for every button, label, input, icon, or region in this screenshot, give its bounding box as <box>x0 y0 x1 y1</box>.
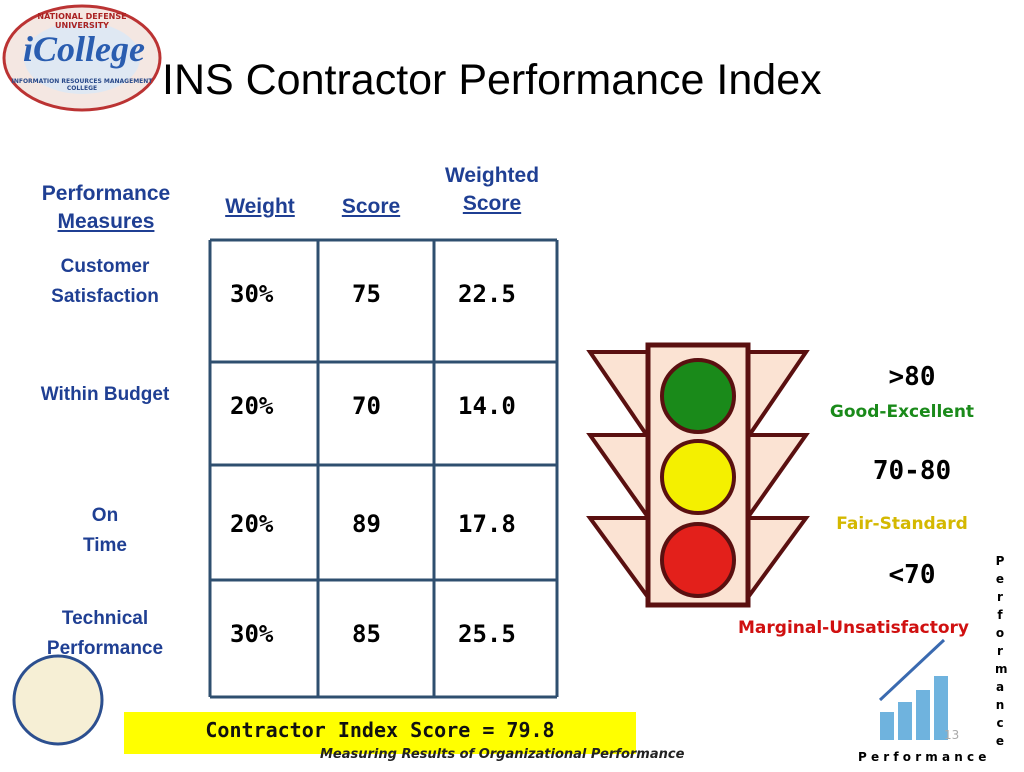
page-number: 13 <box>944 728 960 742</box>
header: Score <box>341 195 401 218</box>
legend-label: Fair-Standard <box>836 514 968 534</box>
yellow-light <box>660 439 736 515</box>
weight: 30% <box>230 620 274 648</box>
measure-line: Satisfaction <box>51 286 159 307</box>
weighted-score: 17.8 <box>458 510 516 538</box>
weight: 30% <box>230 280 274 308</box>
measure-line: On <box>91 505 119 526</box>
measure: On Time <box>10 501 200 561</box>
chart-icon-arrow <box>878 638 946 702</box>
measure-line: Technical <box>61 608 149 629</box>
summary-box <box>124 712 636 754</box>
measure: Customer Satisfaction <box>10 252 200 312</box>
summary: Contractor Index Score = 79.8 <box>205 718 555 742</box>
footer: Measuring Results of Organizational Perf… <box>320 747 685 762</box>
score: 85 <box>352 620 381 648</box>
weighted-score: 22.5 <box>458 280 516 308</box>
weighted-score: 25.5 <box>458 620 516 648</box>
score: 75 <box>352 280 381 308</box>
weighted-score: 14.0 <box>458 392 516 420</box>
measure-line: Time <box>82 535 127 556</box>
header-line: Measures <box>57 210 155 233</box>
legend-range: 70-80 <box>872 456 952 486</box>
logo-bottom: INFORMATION RESOURCES MANAGEMENT COLLEGE <box>11 78 153 92</box>
measure-line: Performance <box>46 638 164 659</box>
header-line: Weighted <box>444 164 540 187</box>
weight: 20% <box>230 392 274 420</box>
header: Weight <box>225 195 295 218</box>
header-line: Performance <box>41 182 171 205</box>
measure-line: Customer <box>60 256 150 277</box>
measure: Technical Performance <box>10 604 200 664</box>
measure: Within Budget <box>10 380 200 410</box>
table-grid <box>208 238 559 699</box>
title: INS Contractor Performance Index <box>162 56 822 104</box>
logo-globe <box>24 22 140 94</box>
measure-line: Within Budget <box>40 384 170 405</box>
weight: 20% <box>230 510 274 538</box>
logo-name: iCollege <box>23 29 145 69</box>
legend-range: <70 <box>888 560 936 590</box>
score: 89 <box>352 510 381 538</box>
traffic-light-wings <box>586 350 810 607</box>
legend-label: Marginal-Unsatisfactory <box>738 618 970 638</box>
side-word: Performance <box>995 554 1008 748</box>
bottom-word: P e r f o r m a n c e <box>858 750 987 764</box>
header-line: Score <box>462 192 522 215</box>
header: Performance Measures <box>20 180 192 236</box>
score: 70 <box>352 392 381 420</box>
legend-label: Good-Excellent <box>829 402 975 422</box>
legend-range: >80 <box>888 362 936 392</box>
logo-top: NATIONAL DEFENSE UNIVERSITY <box>37 12 127 30</box>
red-light <box>660 522 736 598</box>
green-light <box>660 358 736 434</box>
header: Weighted Score <box>424 162 560 218</box>
seal <box>12 654 104 746</box>
chart-icon <box>880 676 948 740</box>
